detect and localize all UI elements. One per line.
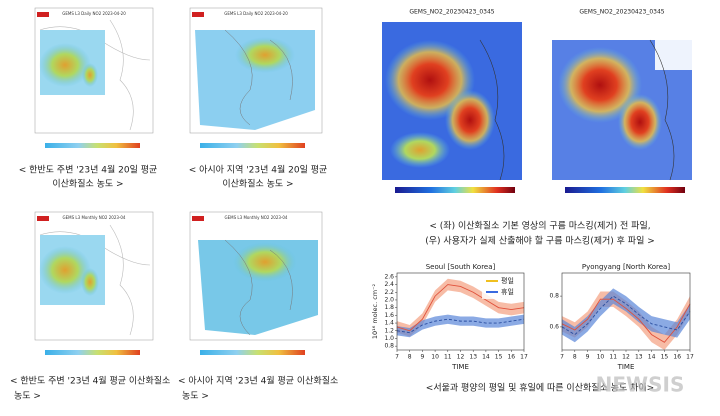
x-tick-label: 10 [431, 354, 439, 361]
x-tick-label: 16 [507, 354, 515, 361]
y-tick-label: 0.8 [549, 293, 559, 300]
error-band [562, 288, 690, 343]
colorbar [45, 143, 140, 148]
map-layout [34, 7, 692, 355]
x-tick-label: 7 [560, 354, 564, 361]
map-hotspot [81, 268, 99, 296]
caption: 농도 > [182, 391, 209, 402]
coastline [224, 29, 293, 126]
legend-label: 평일 [501, 276, 514, 285]
x-tick-label: 17 [686, 354, 694, 361]
logo [192, 12, 204, 17]
series-line [561, 298, 691, 343]
series-line [561, 295, 691, 336]
caption: < 아시아 지역 '23년 4월 20일 평균 [189, 164, 328, 176]
map-title: GEMS L3 Monthly NO2 2023-04 [63, 215, 126, 220]
x-tick-label: 13 [469, 354, 477, 361]
x-tick-label: 17 [520, 354, 528, 361]
y-tick-label: 2.6 [384, 273, 394, 280]
map-hotspot [558, 47, 642, 123]
x-tick-label: 11 [444, 354, 452, 361]
error-band [397, 314, 524, 338]
x-tick-label: 7 [395, 354, 399, 361]
caption: < 아시아 지역 '23년 4월 평균 이산화질소 [178, 375, 338, 387]
map-hotspot [82, 63, 98, 87]
caption: < (좌) 이산화질소 기본 영상의 구름 마스킹(제거) 전 파일, [429, 220, 650, 232]
y-tick-label: 1.4 [384, 320, 394, 327]
colorbar [200, 350, 305, 355]
logo [192, 216, 204, 221]
x-tick-label: 8 [573, 354, 577, 361]
x-tick-label: 13 [635, 354, 643, 361]
colorbar [200, 143, 305, 148]
map-hotspot [233, 242, 297, 282]
caption: 이산화질소 농도 > [52, 178, 123, 190]
x-tick-label: 15 [495, 354, 503, 361]
logo [37, 12, 49, 17]
map-hotspot [235, 37, 295, 73]
cloud-mask [655, 30, 692, 70]
caption: <서울과 평양의 평일 및 휴일에 따른 이산화질소 농도 차이> [426, 382, 654, 394]
series-line [396, 318, 525, 334]
legend-box [482, 275, 520, 299]
map-hotspot [618, 94, 662, 150]
y-tick-label: 2.4 [384, 281, 394, 288]
colorbar [565, 187, 685, 193]
x-tick-label: 12 [457, 354, 465, 361]
y-tick-label: 0.8 [384, 343, 394, 350]
series-line [396, 284, 525, 332]
chart-title: Seoul [South Korea] [426, 263, 496, 271]
coastline [649, 39, 675, 181]
x-tick-label: 16 [673, 354, 681, 361]
caption: (우) 사용자가 실제 산출해야 할 구름 마스킹(제거) 후 파일 > [425, 235, 655, 247]
error-band [562, 291, 690, 350]
map-hotspot [39, 246, 91, 294]
x-tick-label: 9 [420, 354, 424, 361]
x-tick-label: 14 [482, 354, 490, 361]
map-title: GEMS L3 Daily NO2 2023-04-20 [224, 11, 288, 16]
y-tick-label: 1.2 [384, 327, 394, 334]
caption: < 한반도 주변 '23년 4월 평균 이산화질소 [10, 375, 170, 387]
x-tick-label: 9 [586, 354, 590, 361]
plot-frame [396, 272, 525, 351]
y-tick-label: 1.6 [384, 312, 394, 319]
map-title: GEMS_NO2_20230423_0345 [409, 9, 494, 16]
x-axis-label: TIME [617, 363, 635, 371]
map-hotspot [390, 132, 450, 168]
coastline [224, 239, 293, 336]
plot-frame [561, 272, 691, 351]
caption: 농도 > [14, 391, 41, 402]
map-title: GEMS_NO2_20230423_0345 [579, 9, 664, 16]
x-tick-label: 12 [622, 354, 630, 361]
caption: 이산화질소 농도 > [222, 178, 293, 190]
chart-title: Pyongyang [North Korea] [582, 263, 670, 271]
y-axis-label: 10¹⁶ molec. cm⁻² [371, 283, 379, 339]
colorbar [395, 187, 515, 193]
colorbar [45, 350, 140, 355]
x-axis-label: TIME [451, 363, 469, 371]
y-tick-label: 2.0 [384, 296, 394, 303]
caption: < 한반도 주변 '23년 4월 20일 평균 [19, 164, 158, 176]
x-tick-label: 8 [408, 354, 412, 361]
watermark: NEWSIS [596, 373, 685, 397]
x-tick-label: 11 [609, 354, 617, 361]
y-tick-label: 0.6 [549, 323, 559, 330]
legend-label: 휴일 [501, 287, 514, 296]
map-title: GEMS L3 Daily NO2 2023-04-20 [62, 11, 126, 16]
map-title: GEMS L3 Monthly NO2 2023-04 [225, 215, 288, 220]
map-hotspot [39, 43, 91, 87]
y-tick-label: 2.2 [384, 289, 394, 296]
y-tick-label: 1.8 [384, 304, 394, 311]
x-tick-label: 14 [648, 354, 656, 361]
texts: GEMS L3 Daily NO2 2023-04-20 GEMS L3 Dai… [10, 9, 684, 402]
coastline [479, 39, 505, 181]
x-tick-label: 15 [661, 354, 669, 361]
map-hotspot [445, 90, 495, 150]
x-tick-label: 10 [597, 354, 605, 361]
logo [37, 216, 49, 221]
y-tick-label: 1.0 [384, 335, 394, 342]
